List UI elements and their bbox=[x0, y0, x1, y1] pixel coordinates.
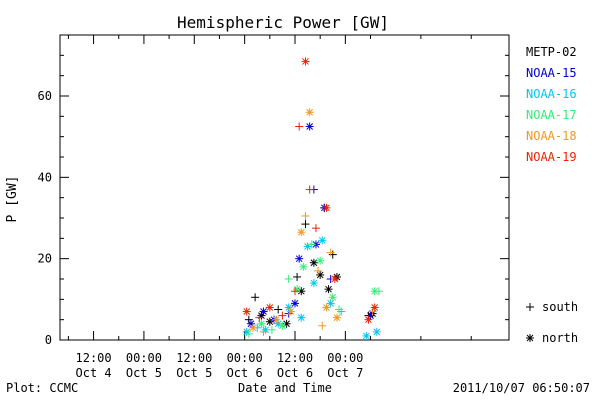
data-point bbox=[311, 224, 320, 233]
legend-entry: NOAA-18 bbox=[526, 129, 577, 143]
data-point bbox=[301, 220, 310, 229]
x-tick-label-time: 12:00 bbox=[277, 351, 313, 365]
x-tick-label-date: Oct 6 bbox=[227, 366, 263, 380]
y-tick-label: 20 bbox=[38, 252, 52, 266]
series-legend: METP-02 NOAA-15 NOAA-16 NOAA-17 NOAA-18 NOAA-… bbox=[526, 45, 577, 164]
data-point bbox=[370, 303, 379, 312]
data-point bbox=[322, 203, 331, 212]
data-point bbox=[293, 285, 302, 294]
chart-title: Hemispheric Power [GW] bbox=[177, 13, 389, 32]
star-marker-icon bbox=[526, 334, 534, 342]
plot-frame bbox=[59, 34, 510, 341]
data-point bbox=[328, 293, 337, 302]
x-tick-label-date: Oct 7 bbox=[327, 366, 363, 380]
data-point bbox=[290, 299, 299, 308]
data-point bbox=[309, 258, 318, 267]
data-point bbox=[293, 272, 302, 281]
legend-entry: METP-02 bbox=[526, 45, 577, 59]
data-point bbox=[259, 307, 268, 316]
x-tick-label-date: Oct 5 bbox=[176, 366, 212, 380]
x-tick-label-time: 00:00 bbox=[327, 351, 363, 365]
data-point bbox=[332, 313, 341, 322]
data-point bbox=[374, 287, 383, 296]
data-point bbox=[370, 287, 379, 296]
y-tick-label: 0 bbox=[45, 333, 52, 347]
data-point bbox=[257, 319, 266, 328]
legend-entry: NOAA-17 bbox=[526, 108, 577, 122]
data-point bbox=[324, 285, 333, 294]
data-point bbox=[242, 307, 251, 316]
legend-entry: NOAA-16 bbox=[526, 87, 577, 101]
data-point bbox=[259, 327, 268, 336]
x-tick-label-time: 12:00 bbox=[76, 351, 112, 365]
data-point bbox=[337, 307, 346, 316]
x-tick-label-date: Oct 6 bbox=[277, 366, 313, 380]
data-point bbox=[286, 307, 295, 316]
data-point bbox=[244, 329, 253, 338]
data-point bbox=[249, 323, 258, 332]
data-point bbox=[362, 331, 371, 340]
x-tick-label-time: 00:00 bbox=[227, 351, 263, 365]
data-point bbox=[305, 185, 314, 194]
data-point bbox=[267, 325, 276, 334]
footer-timestamp: 2011/10/07 06:50:07 bbox=[453, 381, 590, 395]
x-axis-label: Date and Time bbox=[238, 381, 332, 395]
data-point bbox=[295, 122, 304, 131]
legend-entry: NOAA-19 bbox=[526, 150, 577, 164]
data-point bbox=[316, 256, 325, 265]
y-tick-label: 60 bbox=[38, 89, 52, 103]
data-point bbox=[318, 321, 327, 330]
data-point bbox=[322, 303, 331, 312]
y-axis: 0 20 40 60 bbox=[38, 34, 509, 347]
data-point bbox=[372, 327, 381, 336]
data-point bbox=[305, 122, 314, 131]
data-points bbox=[242, 57, 383, 340]
plus-marker-icon bbox=[526, 303, 534, 311]
data-point bbox=[295, 254, 304, 263]
data-point bbox=[301, 57, 310, 66]
data-point bbox=[364, 315, 373, 324]
data-point bbox=[335, 305, 344, 314]
legend-entry: NOAA-15 bbox=[526, 66, 577, 80]
data-point bbox=[242, 327, 251, 336]
data-point bbox=[278, 311, 287, 320]
data-point bbox=[314, 266, 323, 275]
data-point bbox=[274, 305, 283, 314]
data-point bbox=[326, 299, 335, 308]
data-point bbox=[265, 303, 274, 312]
data-point bbox=[278, 321, 287, 330]
data-point bbox=[318, 236, 327, 245]
data-point bbox=[316, 270, 325, 279]
data-point bbox=[328, 250, 337, 259]
y-axis-label: P [GW] bbox=[5, 176, 20, 223]
data-point bbox=[290, 287, 299, 296]
symbol-legend: south north bbox=[526, 300, 578, 345]
data-point bbox=[326, 248, 335, 257]
data-point bbox=[309, 279, 318, 288]
symbol-legend-label: north bbox=[542, 331, 578, 345]
x-tick-label-date: Oct 5 bbox=[126, 366, 162, 380]
data-point bbox=[301, 211, 310, 220]
data-point bbox=[255, 313, 264, 322]
symbol-legend-label: south bbox=[542, 300, 578, 314]
data-point bbox=[303, 242, 312, 251]
y-tick-label: 40 bbox=[38, 170, 52, 184]
data-point bbox=[299, 262, 308, 271]
data-point bbox=[272, 315, 281, 324]
data-point bbox=[297, 228, 306, 237]
footer-source: Plot: CCMC bbox=[6, 381, 78, 395]
data-point bbox=[284, 275, 293, 283]
data-point bbox=[305, 108, 314, 117]
x-tick-label-time: 00:00 bbox=[126, 351, 162, 365]
data-point bbox=[330, 275, 339, 283]
data-point bbox=[307, 240, 316, 249]
x-tick-label-date: Oct 4 bbox=[76, 366, 112, 380]
x-tick-label-time: 12:00 bbox=[176, 351, 212, 365]
data-point bbox=[251, 293, 260, 302]
data-point bbox=[297, 313, 306, 322]
